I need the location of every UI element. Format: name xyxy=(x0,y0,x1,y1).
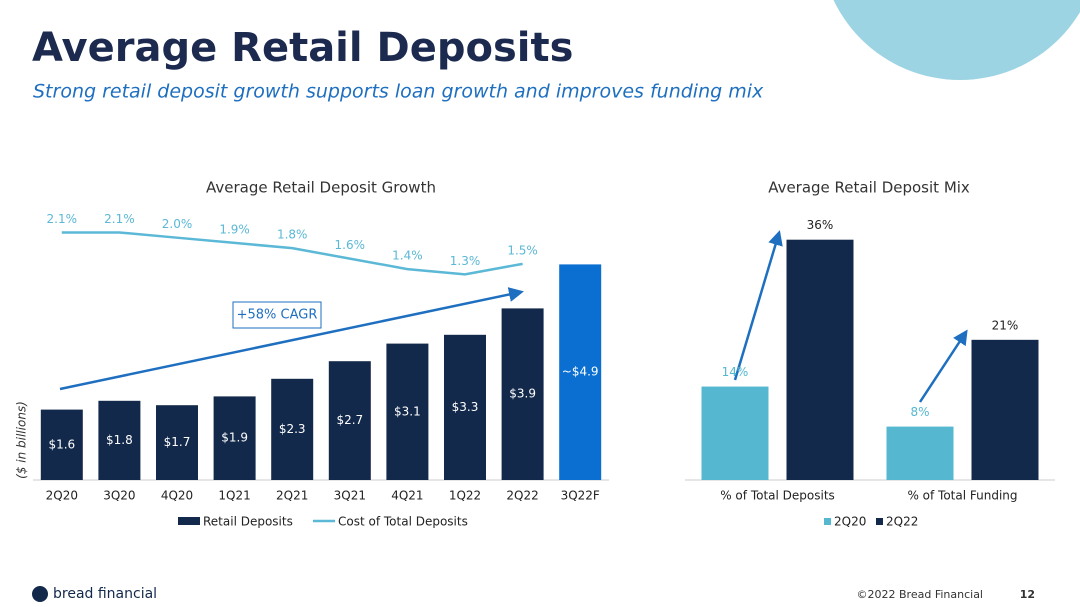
bar xyxy=(328,361,371,480)
legend-label: 2Q22 xyxy=(886,515,918,529)
legend-label: Cost of Total Deposits xyxy=(338,515,468,529)
bar xyxy=(501,308,544,480)
x-tick-label: % of Total Funding xyxy=(907,489,1017,503)
data-label: $1.7 xyxy=(164,435,191,449)
x-tick-label: 2Q21 xyxy=(276,489,308,503)
chart-title: Average Retail Deposit Mix xyxy=(768,179,970,197)
x-tick-label: 2Q22 xyxy=(506,489,538,503)
data-label: 8% xyxy=(910,405,929,419)
bar xyxy=(444,334,486,480)
copyright: ©2022 Bread Financial xyxy=(857,588,983,601)
logo-text: bread financial xyxy=(53,586,157,602)
x-tick-label: 3Q22F xyxy=(561,489,600,503)
annotation-box xyxy=(232,301,322,329)
cagr-arrow xyxy=(59,287,524,391)
data-label: 1.9% xyxy=(219,222,250,236)
data-label: 2.0% xyxy=(162,217,193,231)
x-tick-label: 4Q20 xyxy=(161,489,193,503)
data-label: $3.9 xyxy=(509,387,536,401)
data-label: $3.3 xyxy=(452,400,479,414)
x-tick-label: 3Q21 xyxy=(334,489,366,503)
legend-swatch xyxy=(876,518,883,525)
slide-title: Average Retail Deposits xyxy=(32,25,573,71)
x-tick-label: 4Q21 xyxy=(391,489,423,503)
data-label: 36% xyxy=(807,218,834,232)
annotation: +58% CAGR xyxy=(237,308,318,323)
x-tick-label: 1Q22 xyxy=(449,489,481,503)
x-tick-label: 3Q20 xyxy=(103,489,135,503)
data-label: ~$4.9 xyxy=(562,365,599,379)
data-label: 2.1% xyxy=(47,212,78,226)
legend-label: 2Q20 xyxy=(834,515,866,529)
bar xyxy=(559,264,602,480)
legend-label: Retail Deposits xyxy=(203,515,293,529)
y-axis-label: ($ in billions) xyxy=(15,401,29,479)
x-tick-label: 1Q21 xyxy=(218,489,250,503)
page-number: 12 xyxy=(1020,588,1035,601)
data-label: $1.6 xyxy=(48,437,75,451)
data-label: 1.6% xyxy=(335,238,366,252)
data-label: 1.3% xyxy=(450,254,481,268)
x-tick-label: % of Total Deposits xyxy=(720,489,835,503)
data-label: 2.1% xyxy=(104,212,135,226)
mix-arrow xyxy=(733,230,783,381)
bar xyxy=(701,386,769,480)
data-label: 1.4% xyxy=(392,249,423,263)
data-label: 14% xyxy=(722,365,749,379)
data-label: $3.1 xyxy=(394,404,421,418)
chart-title: Average Retail Deposit Growth xyxy=(206,179,436,197)
bar xyxy=(886,426,954,480)
bar xyxy=(98,400,141,480)
data-label: $1.9 xyxy=(221,431,248,445)
data-label: $2.7 xyxy=(336,413,363,427)
data-label: 21% xyxy=(992,318,1019,332)
bar xyxy=(386,343,429,480)
data-label: 1.8% xyxy=(277,228,308,242)
legend-swatch xyxy=(824,518,831,525)
data-label: $2.3 xyxy=(279,422,306,436)
data-label: 1.5% xyxy=(507,243,538,257)
bar xyxy=(786,239,854,480)
bar xyxy=(40,409,83,480)
logo-mark xyxy=(32,586,48,602)
x-tick-label: 2Q20 xyxy=(46,489,78,503)
line xyxy=(61,231,523,276)
decor-blob xyxy=(833,0,1080,80)
bar xyxy=(156,405,198,480)
mix-arrow xyxy=(918,329,968,403)
data-label: $1.8 xyxy=(106,433,133,447)
bar xyxy=(213,396,256,480)
legend-swatch xyxy=(178,517,200,525)
bar xyxy=(971,339,1039,480)
slide-subtitle: Strong retail deposit growth supports lo… xyxy=(33,81,764,103)
bar xyxy=(271,378,314,480)
